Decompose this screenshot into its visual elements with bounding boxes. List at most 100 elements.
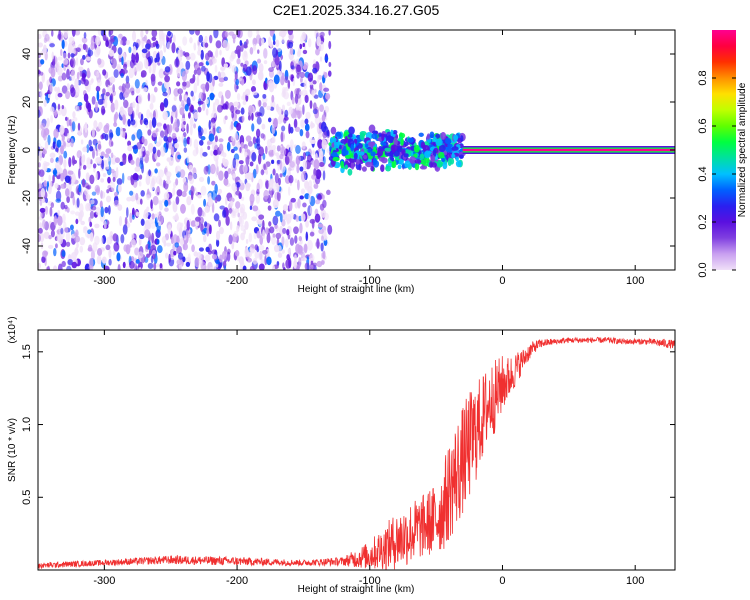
heatmap-cell [122,114,126,125]
heatmap-cell [313,168,317,177]
heatmap-cell [219,205,225,210]
heatmap-cell [344,154,352,159]
heatmap-cell [272,180,278,192]
heatmap-cell [251,79,256,85]
heatmap-cell [79,69,83,78]
heatmap-cell [185,60,191,70]
heatmap-cell [66,265,72,270]
heatmap-cell [94,223,100,229]
heatmap-cell [145,174,151,186]
heatmap-cell [188,164,194,172]
heatmap-cell [257,217,263,227]
heatmap-cell [138,237,142,246]
heatmap-cell [371,133,378,140]
heatmap-cell [208,59,213,66]
heatmap-cell [94,184,100,193]
heatmap-cell [44,33,50,42]
heatmap-cell [300,171,306,183]
heatmap-cell [319,149,324,160]
heatmap-cell [202,234,207,243]
heatmap-cell [95,101,99,112]
heatmap-cell [116,178,123,186]
heatmap-cell [176,81,181,87]
heatmap-cell [159,202,163,211]
heatmap-cell [183,121,186,126]
heatmap-cell [181,190,187,198]
heatmap-cell [282,227,287,235]
heatmap-cell [164,66,171,73]
heatmap-cell [299,78,303,83]
heatmap-cell [320,242,324,252]
heatmap-cell [192,73,196,83]
heatmap-cell [76,150,82,159]
heatmap-cell [409,156,417,164]
heatmap-cell [316,194,322,201]
heatmap-cell [172,200,175,209]
spectrogram-y-tick-label: 0 [21,147,33,153]
heatmap-cell [420,141,426,149]
heatmap-cell [78,183,82,193]
heatmap-cell [47,244,54,249]
heatmap-cell [108,49,115,57]
heatmap-cell [258,146,265,157]
heatmap-cell [213,213,220,222]
heatmap-cell [235,201,241,209]
heatmap-cell [78,66,84,72]
heatmap-cell [229,221,233,231]
heatmap-cell [149,119,153,131]
heatmap-cell [147,222,152,230]
heatmap-cell [289,237,295,246]
heatmap-cell [323,87,330,92]
heatmap-cell [182,256,186,263]
heatmap-cell [66,68,70,80]
heatmap-cell [176,68,182,77]
heatmap-cell [47,134,51,146]
heatmap-cell [49,76,53,84]
heatmap-cell [289,161,295,168]
heatmap-cell [166,41,171,50]
heatmap-cell [201,261,207,270]
heatmap-cell [307,72,314,82]
heatmap-cell [75,218,79,225]
heatmap-cell [195,30,200,36]
heatmap-cell [430,154,436,163]
spectrogram-x-tick-label: -100 [359,275,381,287]
heatmap-cell [230,136,235,142]
heatmap-cell [150,73,156,82]
heatmap-cell [150,244,157,252]
heatmap-cell [252,65,258,75]
heatmap-cell [303,79,308,90]
heatmap-cell [39,199,43,206]
heatmap-cell [53,215,58,226]
heatmap-cell [124,216,128,226]
heatmap-cell [373,146,377,151]
heatmap-cell [60,48,63,57]
heatmap-cell [148,55,154,64]
heatmap-cell [221,209,227,218]
heatmap-cell [323,71,328,79]
heatmap-cell [190,220,197,227]
heatmap-cell [262,249,268,255]
heatmap-cell [207,145,211,150]
heatmap-cell [83,93,89,102]
heatmap-cell [288,200,293,212]
heatmap-cell [151,117,157,128]
heatmap-cell [316,36,321,47]
heatmap-cell [130,159,135,165]
heatmap-cell [397,164,402,170]
heatmap-cell [271,60,276,68]
heatmap-cell [122,224,128,235]
heatmap-cell [98,121,103,130]
heatmap-cell [210,150,214,157]
heatmap-cell [52,174,55,184]
heatmap-cell [100,236,104,245]
heatmap-cell [38,81,43,91]
heatmap-cell [287,41,294,49]
heatmap-cell [177,49,181,59]
heatmap-cell [262,101,267,108]
heatmap-cell [347,133,353,138]
heatmap-cell [245,154,250,166]
heatmap-cell [317,74,320,83]
heatmap-cell [159,262,163,269]
heatmap-cell [48,174,51,182]
